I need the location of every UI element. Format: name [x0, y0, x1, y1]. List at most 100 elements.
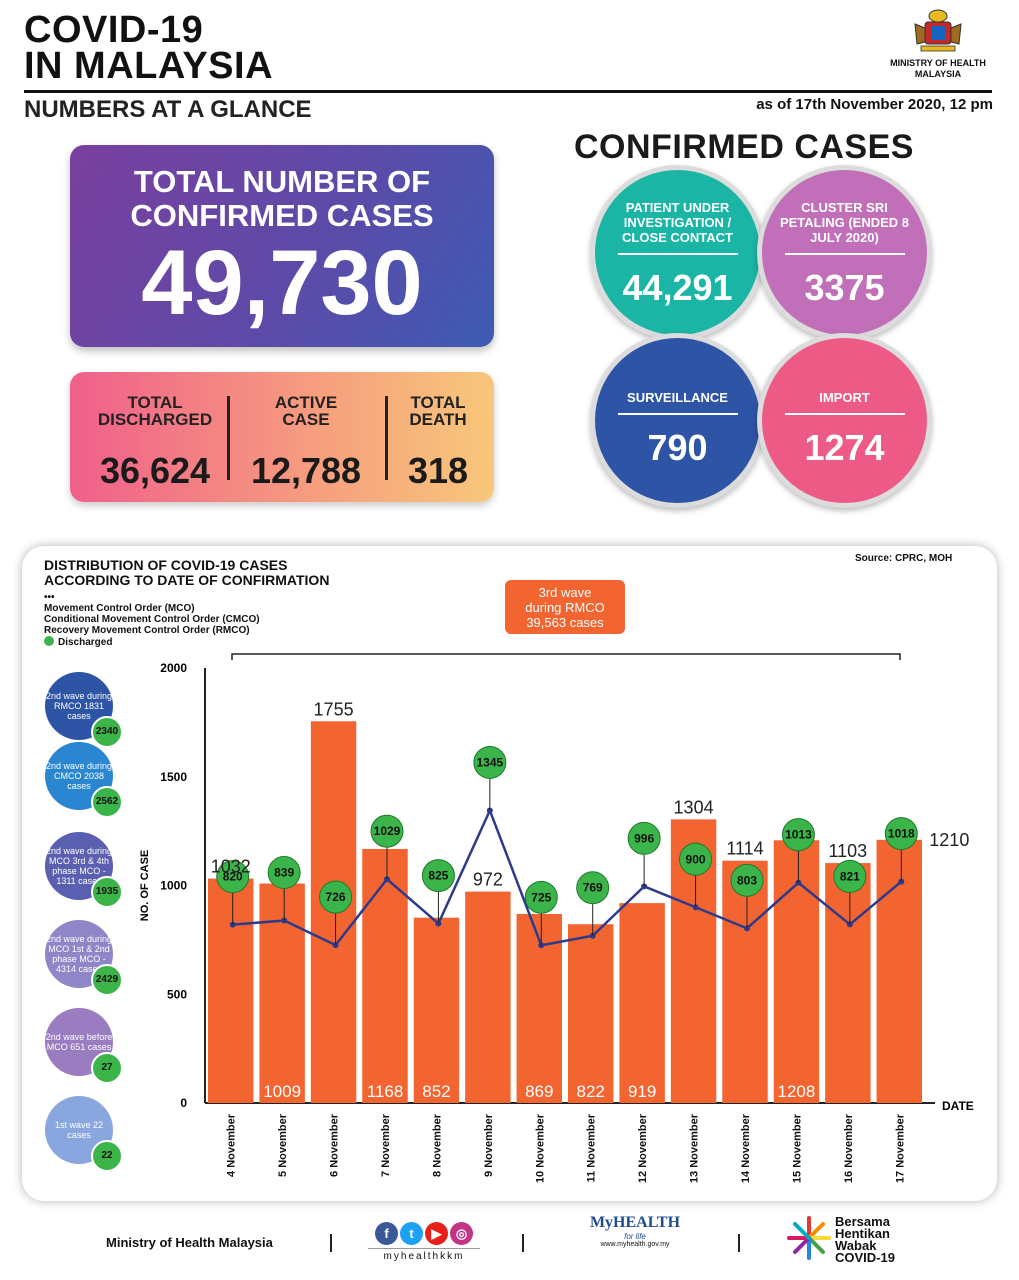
third-wave-line-1: 3rd wave — [538, 585, 592, 600]
facebook-icon[interactable]: f — [375, 1222, 398, 1245]
wave-text: 2nd wave during CMCO 2038 cases — [45, 761, 113, 791]
wave-text: 2nd wave during RMCO 1831 cases — [45, 691, 113, 721]
bersama-line-2: Hentikan — [835, 1226, 890, 1241]
discharged-badge — [781, 818, 815, 852]
bar — [619, 903, 665, 1103]
bar-value-label: 869 — [525, 1082, 553, 1101]
circle-divider — [617, 253, 738, 255]
legend-discharged: Discharged — [58, 637, 113, 648]
x-tick-label: 14 November — [740, 1113, 752, 1183]
bar — [773, 840, 820, 1103]
wave-discharged-badge: 1935 — [91, 876, 123, 908]
stat-divider — [227, 396, 230, 480]
bar-value-label: 1304 — [674, 797, 714, 817]
youtube-icon[interactable]: ▶ — [425, 1222, 448, 1245]
third-wave-bracket-line — [231, 653, 901, 660]
bersama-text: Bersama Hentikan Wabak COVID-19 — [835, 1215, 895, 1265]
total-label-line-1: TOTAL NUMBER OF — [133, 164, 431, 199]
discharged-badge — [576, 871, 610, 905]
chart-source: Source: CPRC, MOH — [855, 553, 953, 564]
x-axis-label: DATE — [942, 1099, 974, 1113]
instagram-icon[interactable]: ◎ — [450, 1222, 473, 1245]
chart-title-line-1: DISTRIBUTION OF COVID-19 CASES — [44, 557, 288, 573]
wave-discharged-badge: 22 — [91, 1140, 123, 1172]
y-tick-label: 0 — [180, 1096, 187, 1110]
wave-circle: 2nd wave during MCO 3rd & 4th phase MCO … — [45, 832, 123, 908]
discharged-badge — [884, 817, 918, 851]
circle-divider — [784, 413, 905, 415]
x-tick-label: 12 November — [637, 1113, 649, 1183]
third-wave-bracket — [231, 653, 901, 660]
import-circle: IMPORT 1274 — [757, 333, 932, 508]
legend-rmco: Recovery Movement Control Order (RMCO) — [44, 625, 250, 636]
total-confirmed-card: TOTAL NUMBER OF CONFIRMED CASES 49,730 — [70, 145, 494, 347]
stat-active: ACTIVE CASE 12,788 — [236, 394, 376, 492]
circle-divider — [617, 413, 738, 415]
third-wave-line-3: 39,563 cases — [526, 615, 604, 630]
footer-divider — [738, 1234, 740, 1252]
outcome-stats-card: TOTAL DISCHARGED 36,624 ACTIVE CASE 12,7… — [70, 372, 494, 502]
y-axis-label: NO. OF CASE — [139, 850, 151, 922]
x-tick-label: 9 November — [483, 1113, 495, 1177]
wave-circle: 2nd wave during CMCO 2038 cases 2562 — [45, 742, 123, 818]
chart-legend: ••• Movement Control Order (MCO) Conditi… — [44, 592, 260, 648]
stat-active-label-2: CASE — [282, 410, 330, 429]
third-wave-badge: 3rd wave during RMCO 39,563 cases — [505, 580, 625, 634]
myhealth-url: www.myhealth.gov.my — [600, 1241, 670, 1248]
x-tick-label: 6 November — [329, 1113, 341, 1177]
discharged-badge — [627, 821, 661, 855]
stat-active-label-1: ACTIVE — [274, 393, 338, 412]
discharged-value-label: 821 — [840, 869, 860, 883]
bar — [825, 863, 871, 1103]
legend-mco: Movement Control Order (MCO) — [44, 603, 195, 614]
myhealth-logo: MyHEALTH for life www.myhealth.gov.my — [580, 1214, 690, 1248]
wave-text: 2nd wave before MCO 651 cases — [45, 1032, 113, 1052]
discharged-badge — [473, 745, 507, 779]
confirmed-cases-title: CONFIRMED CASES — [574, 128, 914, 166]
surveillance-circle: SURVEILLANCE 790 — [590, 333, 765, 508]
wave-circle: 2nd wave during MCO 1st & 2nd phase MCO … — [45, 920, 123, 996]
page-subtitle: NUMBERS AT A GLANCE — [24, 96, 312, 123]
ministry-line-1: MINISTRY OF HEALTH — [890, 58, 986, 68]
discharged-value-label: 820 — [223, 870, 243, 884]
discharged-badge — [679, 842, 713, 876]
discharged-dot-icon — [44, 636, 54, 646]
legend-cmco: Conditional Movement Control Order (CMCO… — [44, 614, 260, 625]
discharged-value-label: 839 — [274, 866, 294, 880]
bar-value-label: 1009 — [263, 1082, 301, 1101]
bar-value-label: 852 — [422, 1082, 450, 1101]
ministry-line-2: MALAYSIA — [914, 69, 962, 79]
footer-divider — [330, 1234, 332, 1252]
bar — [208, 878, 254, 1103]
stat-discharged-value: 36,624 — [99, 450, 211, 491]
stat-death: TOTAL DEATH 318 — [392, 394, 484, 492]
page-title: COVID-19 IN MALAYSIA — [24, 9, 274, 87]
discharged-value-label: 1013 — [785, 828, 812, 842]
cluster-value: 3375 — [804, 267, 885, 308]
bar-value-label: 1032 — [211, 857, 251, 877]
discharged-value-label: 996 — [634, 831, 654, 845]
bar — [362, 848, 408, 1103]
twitter-icon[interactable]: t — [400, 1222, 423, 1245]
import-label: IMPORT — [819, 390, 870, 405]
x-tick-label: 16 November — [843, 1113, 855, 1183]
discharged-badge — [370, 814, 404, 848]
bersama-line-4: COVID-19 — [835, 1250, 895, 1265]
discharged-line-series — [216, 745, 918, 949]
bar — [413, 917, 460, 1103]
cluster-label: CLUSTER SRI PETALING (ENDED 8 JULY 2020) — [779, 200, 910, 245]
x-tick-label: 5 November — [277, 1113, 289, 1177]
wave-discharged-badge: 2562 — [91, 786, 123, 818]
bar-value-label: 1103 — [828, 841, 867, 861]
bar — [568, 924, 614, 1103]
title-line-2: IN MALAYSIA — [24, 45, 274, 87]
cluster-circle: CLUSTER SRI PETALING (ENDED 8 JULY 2020)… — [757, 165, 932, 340]
pui-circle: PATIENT UNDER INVESTIGATION / CLOSE CONT… — [590, 165, 765, 340]
wave-discharged-badge: 2340 — [91, 716, 123, 748]
total-label: TOTAL NUMBER OF CONFIRMED CASES — [70, 165, 494, 233]
bar-value-label: 822 — [577, 1082, 605, 1101]
pui-label: PATIENT UNDER INVESTIGATION / CLOSE CONT… — [622, 200, 733, 245]
bar — [876, 839, 922, 1103]
x-tick-label: 17 November — [894, 1113, 906, 1183]
title-line-1: COVID-19 — [24, 9, 204, 51]
